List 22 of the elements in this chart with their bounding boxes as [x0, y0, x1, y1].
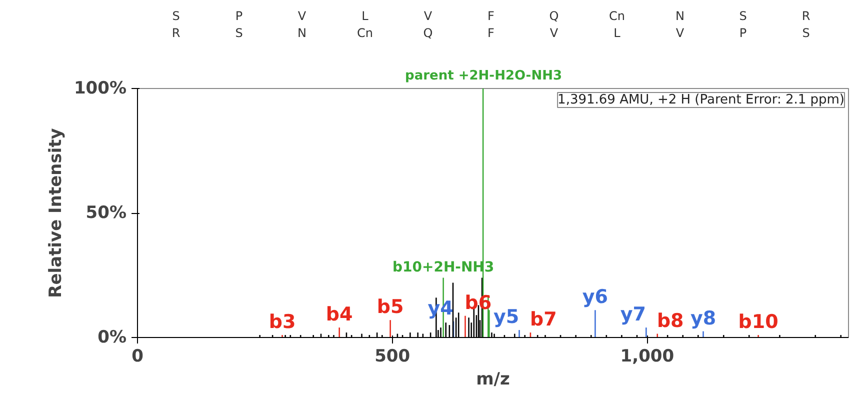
data-label: y7	[620, 304, 646, 326]
data-label: b5	[376, 296, 404, 318]
data-label: b8	[656, 310, 684, 332]
data-label: b7	[530, 308, 557, 331]
data-label: parent +2H-H2O-NH3	[405, 68, 562, 84]
data-label: b3	[268, 311, 296, 334]
y-tick-label: 0%	[98, 328, 127, 348]
data-label: b4	[326, 304, 353, 326]
y-axis-title: Relative Intensity	[46, 128, 66, 298]
text: R S N Cn Q F V L V P S	[172, 26, 810, 40]
x-tick-label: 500	[374, 346, 410, 366]
text: S P V L V F Q Cn N S R	[172, 9, 810, 23]
x-tick-label: 0	[132, 346, 144, 366]
annotation: 1,391.69 AMU, +2 H (Parent Error: 2.1 ppm)	[558, 92, 844, 108]
data-label: y8	[690, 307, 716, 330]
y-tick-label: 100%	[74, 78, 127, 98]
y-tick-label: 50%	[86, 203, 127, 223]
x-axis-title: m/z	[476, 370, 510, 390]
data-label: y6	[582, 286, 608, 308]
data-label: b10	[738, 311, 778, 334]
data-label: y5	[493, 306, 520, 328]
x-tick-label: 1,000	[620, 346, 674, 366]
